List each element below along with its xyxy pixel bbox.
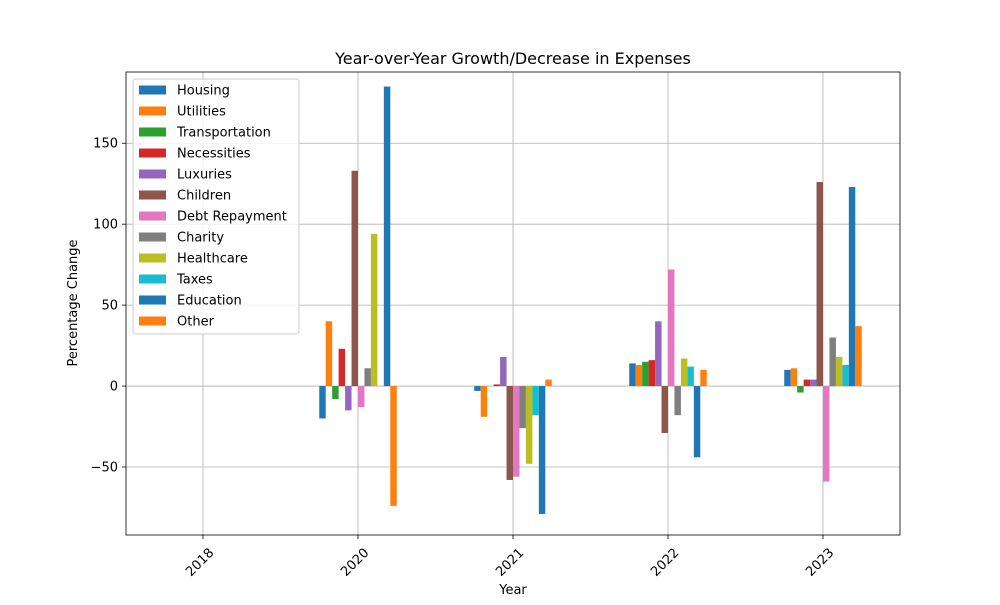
legend-label: Education	[177, 294, 242, 309]
bar	[700, 370, 706, 386]
bar	[829, 338, 835, 387]
bar	[319, 386, 325, 418]
legend-swatch	[139, 296, 166, 305]
bar	[791, 368, 797, 386]
y-tick-label: 100	[93, 218, 118, 233]
bar	[629, 363, 635, 386]
bar	[339, 349, 345, 386]
bar	[507, 386, 513, 480]
x-tick-label: 2021	[493, 546, 527, 580]
bar	[352, 171, 358, 386]
bar	[823, 386, 829, 482]
legend-swatch	[139, 275, 166, 284]
bar	[513, 386, 519, 477]
bar	[810, 380, 816, 386]
legend-swatch	[139, 170, 166, 179]
legend-label: Transportation	[176, 126, 271, 141]
bar	[681, 359, 687, 387]
legend-swatch	[139, 317, 166, 326]
bar	[804, 380, 810, 386]
legend-swatch	[139, 233, 166, 242]
bar	[384, 87, 390, 386]
bar	[519, 386, 525, 428]
bar	[649, 360, 655, 386]
x-tick-label: 2018	[183, 546, 217, 580]
y-axis-label: Percentage Change	[66, 239, 81, 366]
x-tick-label: 2023	[803, 546, 837, 580]
bar	[797, 386, 803, 392]
bar	[345, 386, 351, 410]
y-tick-label: −50	[91, 461, 118, 476]
bar	[545, 380, 551, 386]
bar	[500, 357, 506, 386]
legend-label: Other	[177, 315, 215, 330]
bar	[539, 386, 545, 514]
legend-label: Charity	[177, 231, 224, 246]
bar	[526, 386, 532, 464]
legend-swatch	[139, 86, 166, 95]
legend-swatch	[139, 107, 166, 116]
legend-label: Necessities	[177, 147, 251, 162]
y-tick-label: 150	[93, 137, 118, 152]
x-tick-label: 2020	[338, 546, 372, 580]
legend: Housing Utilities Transportation Necessitie…	[133, 79, 299, 334]
bar	[662, 386, 668, 433]
bar	[332, 386, 338, 399]
bar	[855, 326, 861, 386]
bar	[481, 386, 487, 417]
bar	[494, 384, 500, 386]
bars	[319, 87, 862, 514]
bar	[694, 386, 700, 457]
bar	[326, 321, 332, 386]
legend-swatch	[139, 128, 166, 137]
legend-label: Debt Repayment	[177, 210, 287, 225]
legend-label: Children	[177, 189, 231, 204]
legend-label: Utilities	[177, 105, 226, 120]
bar	[817, 182, 823, 386]
bar	[655, 321, 661, 386]
legend-swatch	[139, 254, 166, 263]
bar	[642, 362, 648, 386]
bar	[532, 386, 538, 415]
bar	[668, 270, 674, 387]
y-tick-label: 50	[101, 299, 118, 314]
bar	[836, 357, 842, 386]
x-axis-label: Year	[498, 583, 527, 598]
bar	[371, 234, 377, 386]
legend-swatch	[139, 191, 166, 200]
bar	[674, 386, 680, 415]
legend-label: Healthcare	[177, 252, 248, 267]
legend-label: Luxuries	[177, 168, 232, 183]
legend-label: Housing	[177, 84, 230, 99]
legend-swatch	[139, 149, 166, 158]
chart-title: Year-over-Year Growth/Decrease in Expens…	[334, 49, 691, 68]
legend-label: Taxes	[176, 273, 213, 288]
y-tick-label: 0	[110, 380, 118, 395]
bar	[474, 386, 480, 391]
bar	[358, 386, 364, 407]
bar	[687, 367, 693, 386]
bar	[849, 187, 855, 386]
x-tick-label: 2022	[648, 546, 682, 580]
bar	[636, 365, 642, 386]
bar	[390, 386, 396, 506]
bar	[784, 370, 790, 386]
bar	[364, 368, 370, 386]
bar	[842, 365, 848, 386]
legend-swatch	[139, 212, 166, 221]
